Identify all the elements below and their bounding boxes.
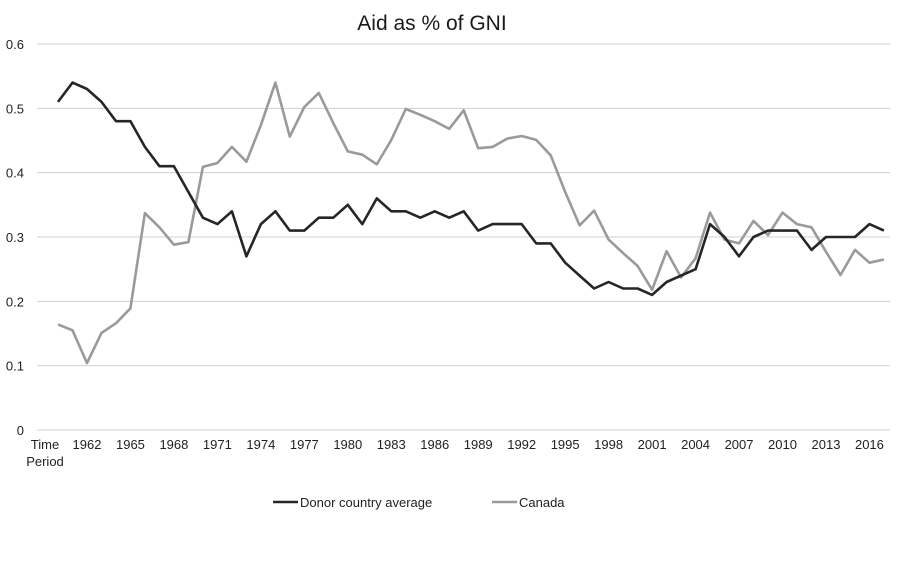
x-tick-label: 2004 xyxy=(681,437,710,452)
chart-title: Aid as % of GNI xyxy=(357,12,506,35)
y-tick-label: 0.6 xyxy=(6,37,24,52)
x-axis-ticks: Time Period 1962 1965 1968 1971 1974 1977 1980… xyxy=(26,437,884,469)
y-axis-ticks: 0 0.1 0.2 0.3 0.4 0.5 0.6 xyxy=(6,37,24,438)
y-tick-label: 0 xyxy=(17,423,24,438)
x-tick-label: 2013 xyxy=(812,437,841,452)
y-tick-label: 0.1 xyxy=(6,359,24,374)
legend-label-canada: Canada xyxy=(519,495,565,510)
y-tick-label: 0.4 xyxy=(6,166,24,181)
x-tick-label-period: Period xyxy=(26,454,64,469)
y-tick-label: 0.3 xyxy=(6,230,24,245)
legend-label-donor-average: Donor country average xyxy=(300,495,432,510)
legend: Donor country average Canada xyxy=(273,495,565,510)
x-tick-label: 1989 xyxy=(464,437,493,452)
x-tick-label: 1968 xyxy=(159,437,188,452)
x-tick-label: 1986 xyxy=(420,437,449,452)
x-tick-label: 2010 xyxy=(768,437,797,452)
series-line-donor-average xyxy=(56,81,885,297)
x-tick-label: 1983 xyxy=(377,437,406,452)
x-tick-label: 1980 xyxy=(333,437,362,452)
x-tick-label: 2016 xyxy=(855,437,884,452)
y-tick-label: 0.5 xyxy=(6,101,24,116)
x-tick-label: 2007 xyxy=(725,437,754,452)
x-tick-label: 1971 xyxy=(203,437,232,452)
x-tick-label-time: Time xyxy=(31,437,59,452)
x-tick-label: 1992 xyxy=(507,437,536,452)
x-tick-label: 1977 xyxy=(290,437,319,452)
series-lines xyxy=(56,81,885,365)
x-tick-label: 1965 xyxy=(116,437,145,452)
gridlines xyxy=(37,43,890,431)
x-tick-label: 1962 xyxy=(73,437,102,452)
x-tick-label: 1995 xyxy=(551,437,580,452)
x-tick-label: 2001 xyxy=(638,437,667,452)
x-tick-label: 1974 xyxy=(246,437,275,452)
y-tick-label: 0.2 xyxy=(6,294,24,309)
x-tick-label: 1998 xyxy=(594,437,623,452)
